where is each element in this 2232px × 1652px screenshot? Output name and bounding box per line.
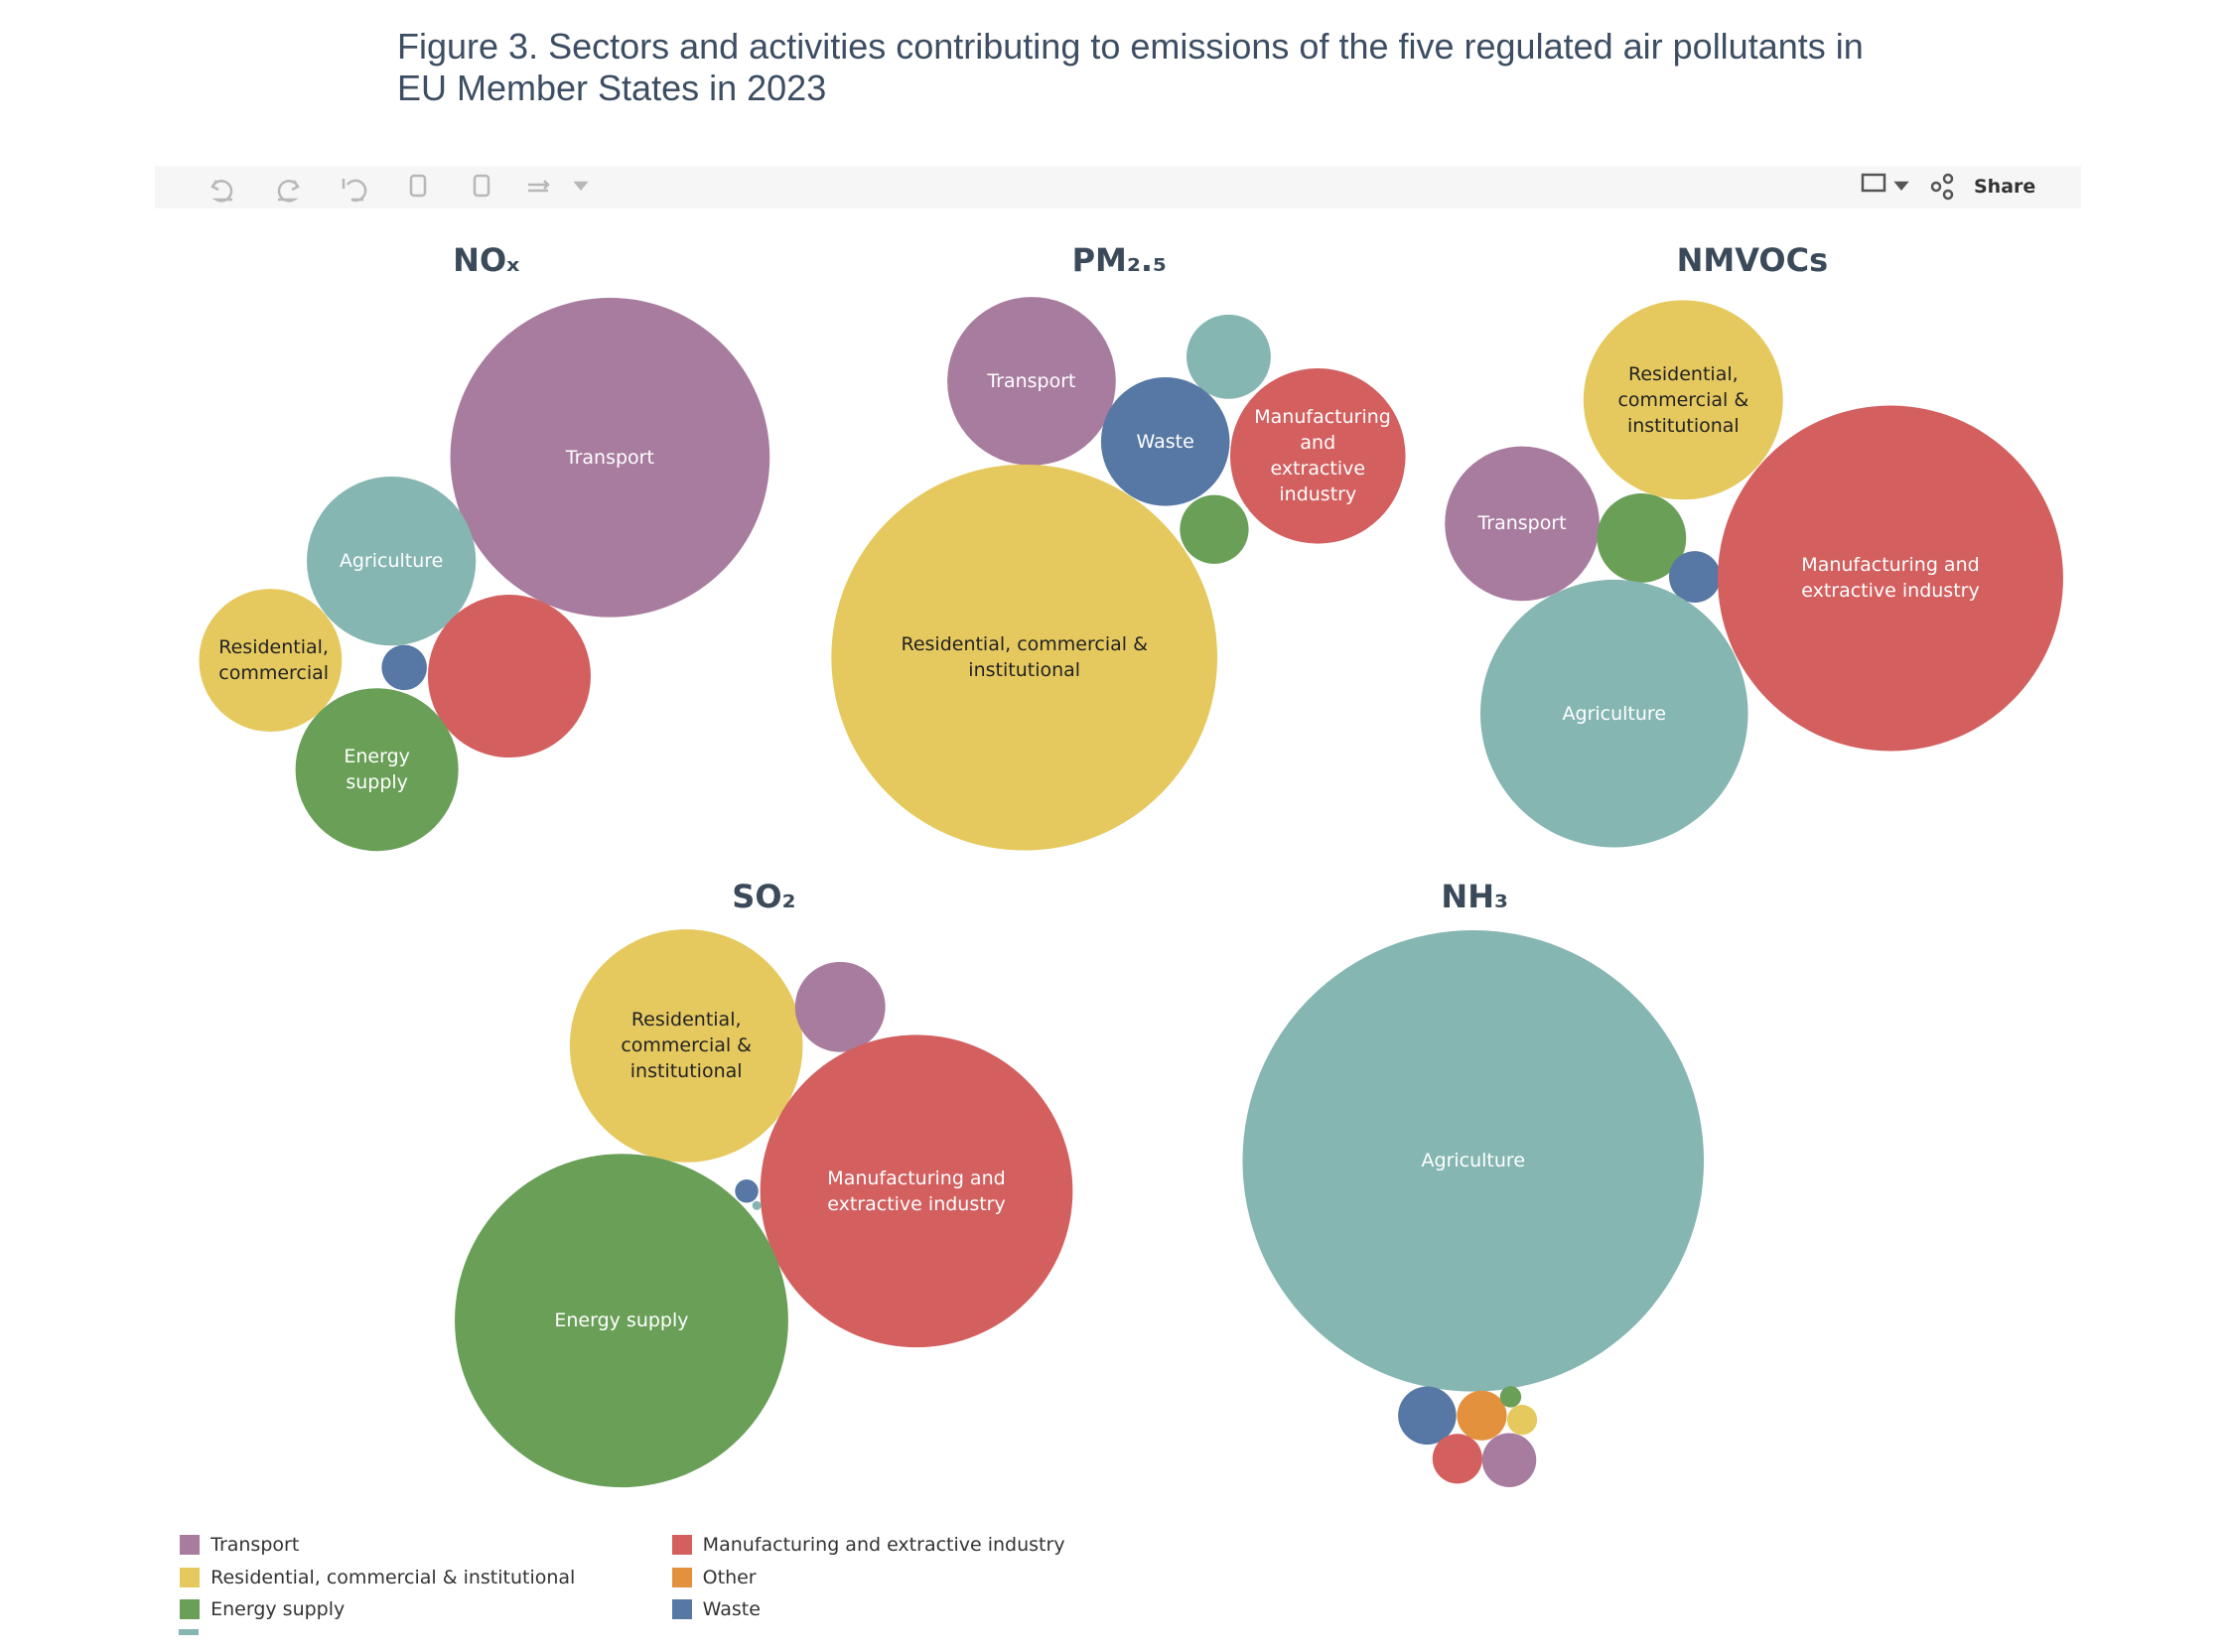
chart-title: NOₓ xyxy=(453,241,520,280)
bubble xyxy=(1717,405,2063,752)
chart-title: SO₂ xyxy=(732,877,796,915)
bubble xyxy=(427,595,591,758)
legend-label: Residential, commercial & institutional xyxy=(210,1566,576,1588)
bubble xyxy=(1597,493,1687,583)
bubble xyxy=(1481,1433,1537,1487)
redo-icon[interactable] xyxy=(277,180,300,203)
legend-label: Waste xyxy=(702,1598,761,1621)
chart-title: NH₃ xyxy=(1441,877,1509,915)
bubble xyxy=(1583,300,1783,500)
revert-icon[interactable] xyxy=(342,179,367,203)
bubble-label: Transport xyxy=(1477,512,1567,535)
legend-label: Transport xyxy=(210,1534,300,1557)
bubble xyxy=(1229,368,1406,544)
bubble xyxy=(450,297,770,618)
bubble xyxy=(199,589,343,733)
dropdown-icon[interactable] xyxy=(1893,181,1909,191)
bubble xyxy=(1457,1390,1507,1441)
bubble-label: Agriculture xyxy=(1562,702,1667,725)
bubble xyxy=(1506,1405,1538,1436)
bubble-label: Residential, commercial xyxy=(218,636,330,685)
bubble-label: Transport xyxy=(565,446,654,469)
bubble-label: Agriculture xyxy=(339,550,444,573)
bubble-label: Residential, commercial & institutional xyxy=(1617,362,1749,437)
bubble xyxy=(735,1179,759,1203)
bubble-label: Agriculture xyxy=(1421,1150,1526,1172)
legend-swatch xyxy=(671,1567,692,1587)
bubble xyxy=(1499,1386,1522,1408)
bubble xyxy=(295,688,459,852)
bubble xyxy=(1668,551,1721,603)
bubble xyxy=(831,464,1218,851)
bubble xyxy=(794,961,886,1052)
legend-swatch xyxy=(671,1535,692,1556)
bubble xyxy=(947,297,1116,466)
bubble xyxy=(1180,494,1249,564)
share-button[interactable]: Share xyxy=(1974,176,2036,198)
bubble xyxy=(1242,930,1705,1392)
forward-icon[interactable] xyxy=(528,180,550,193)
bubble xyxy=(307,476,477,646)
bubble-label: Energy supply xyxy=(554,1309,689,1332)
toolbar-icons xyxy=(210,173,1954,203)
legend-label: Energy supply xyxy=(210,1598,346,1621)
pause-icon[interactable] xyxy=(473,174,490,198)
share-icon[interactable] xyxy=(1942,173,1954,185)
legend-swatch xyxy=(180,1535,201,1556)
legend-label: Manufacturing and extractive industry xyxy=(702,1534,1065,1557)
undo-icon[interactable] xyxy=(210,180,233,203)
chart-title: NMVOCs xyxy=(1676,241,1829,280)
bubble-label: Energy supply xyxy=(344,746,410,794)
bubble xyxy=(381,644,427,691)
bubble-label: Manufacturing and extractive industry xyxy=(1801,554,1980,603)
bubble xyxy=(1432,1434,1482,1484)
legend-swatch-cut xyxy=(179,1629,199,1635)
bubble xyxy=(752,1200,762,1210)
bubble xyxy=(760,1034,1073,1348)
legend-label: Other xyxy=(702,1566,757,1588)
page-title: Figure 3. Sectors and activities contrib… xyxy=(397,26,1864,108)
share-icon[interactable] xyxy=(1930,181,1942,193)
bubble xyxy=(1186,314,1271,399)
bubble-label: Manufacturing and extractive industry xyxy=(827,1167,1006,1215)
bubble xyxy=(1398,1386,1457,1446)
bubble xyxy=(455,1154,788,1488)
bubble-label: Manufacturing and extractive industry xyxy=(1254,406,1391,506)
chart-title: PM₂.₅ xyxy=(1071,241,1168,280)
bubble-label: Residential, commercial & institutional xyxy=(901,633,1148,682)
bubble-label: Transport xyxy=(987,369,1076,392)
refresh-icon[interactable] xyxy=(409,174,427,198)
legend-swatch xyxy=(180,1599,201,1620)
share-icon[interactable] xyxy=(1942,189,1954,201)
legend-swatch xyxy=(180,1567,201,1587)
bubble xyxy=(569,929,803,1163)
bubble-label: Waste xyxy=(1136,430,1194,453)
toolbar xyxy=(155,166,2081,208)
bubble-label: Residential, commercial & institutional xyxy=(621,1009,753,1083)
bubble xyxy=(1480,579,1748,848)
bubble xyxy=(1100,377,1230,506)
legend-swatch xyxy=(671,1599,692,1620)
dropdown-icon[interactable] xyxy=(573,181,589,191)
download-icon[interactable] xyxy=(1861,173,1886,193)
bubble xyxy=(1445,446,1600,602)
